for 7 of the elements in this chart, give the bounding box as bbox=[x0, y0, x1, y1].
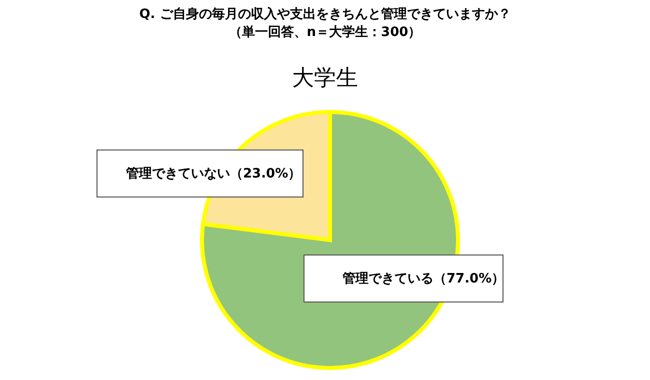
chart-subtitle: （単一回答、n＝大学生：300） bbox=[228, 25, 422, 40]
slice-label: 管理できていない bbox=[125, 166, 230, 182]
chart-title: Q. ご自身の毎月の収入や支出をきちんと管理できていますか？ bbox=[139, 6, 511, 22]
slice-label: 管理できている bbox=[342, 272, 434, 286]
data-label: （77.0%） bbox=[434, 272, 505, 286]
text: 大学生 bbox=[292, 66, 358, 91]
data-label: （23.0%） bbox=[230, 166, 302, 182]
